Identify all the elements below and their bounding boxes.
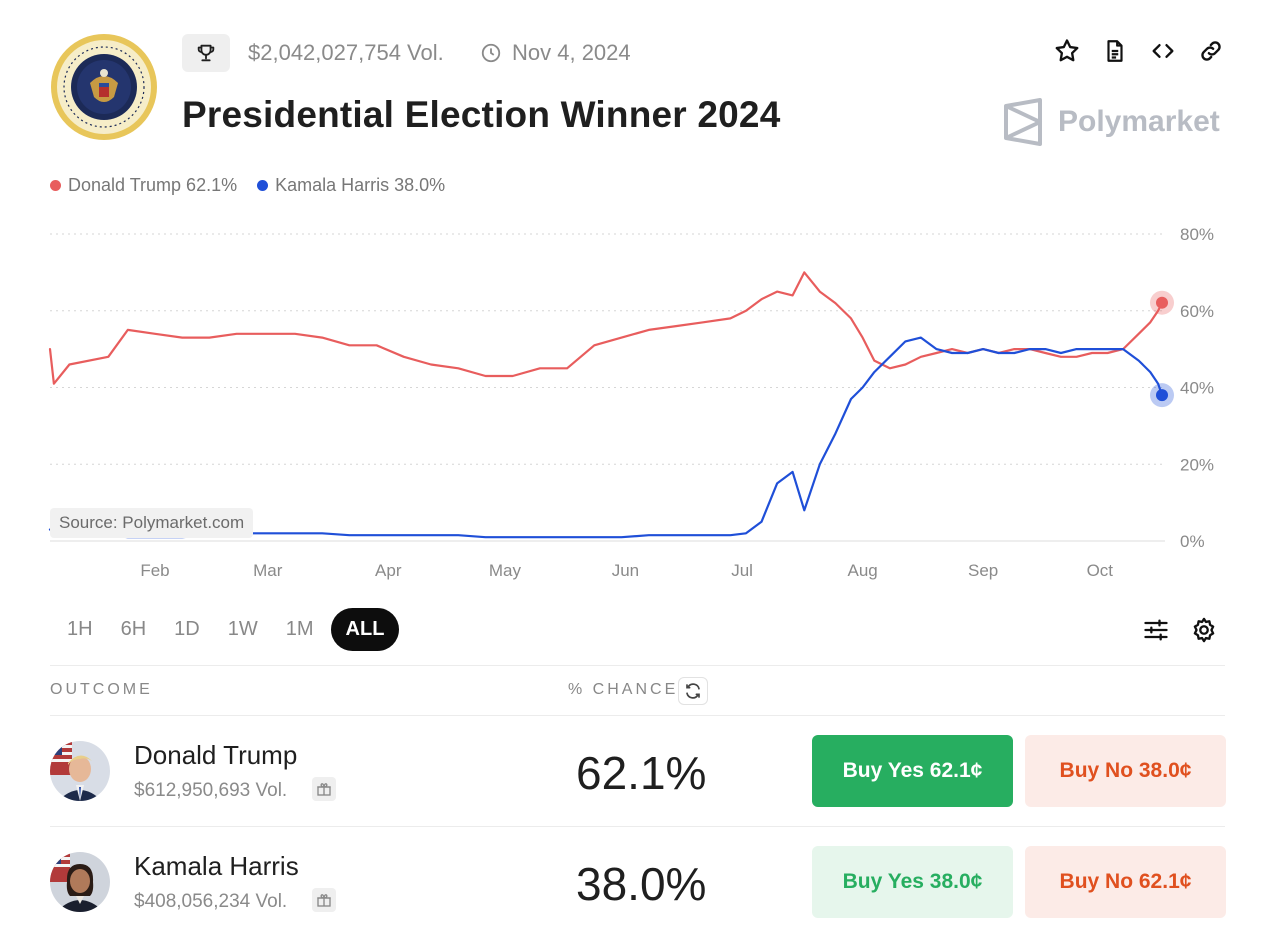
buy-yes-button[interactable]: Buy Yes 38.0¢ (812, 846, 1013, 918)
trophy-icon (197, 44, 215, 62)
outcome-row-trump[interactable]: Donald Trump $612,950,693 Vol. 62.1% Buy… (50, 716, 1226, 826)
avatar-trump (50, 741, 110, 801)
outcome-column-header: OUTCOME (50, 681, 153, 698)
y-tick-label: 60% (1180, 302, 1214, 321)
legend-harris-swatch (257, 180, 269, 191)
series-endpoint-dot (1156, 296, 1168, 309)
buy-no-button[interactable]: Buy No 38.0¢ (1025, 735, 1226, 807)
y-tick-label: 0% (1180, 532, 1205, 551)
chart-tools (1142, 616, 1218, 649)
range-1m-button[interactable]: 1M (285, 618, 314, 640)
gear-icon (1193, 617, 1215, 643)
x-tick-label: May (489, 561, 522, 580)
gift-icon (317, 894, 331, 907)
favorite-button[interactable] (1052, 36, 1082, 66)
gift-button[interactable] (312, 888, 336, 912)
y-tick-label: 80% (1180, 225, 1214, 244)
candidate-name: Donald Trump (134, 740, 298, 770)
divider-rows (50, 826, 1225, 827)
chart-filter-button[interactable] (1142, 616, 1170, 649)
clock-icon (481, 43, 501, 63)
polymarket-brand: Polymarket (1002, 98, 1220, 146)
price-history-chart[interactable]: 80% 60% 40% 20% 0% Feb Mar Apr May Jun Jul Aug Sep Oc… (0, 200, 1273, 600)
x-tick-label: Jul (731, 561, 753, 580)
chance-value: 38.0% (576, 858, 707, 910)
refresh-icon (686, 683, 700, 699)
range-all-button[interactable]: ALL (330, 608, 400, 651)
y-tick-label: 40% (1180, 379, 1214, 398)
chart-settings-button[interactable] (1190, 616, 1218, 649)
range-1h-button[interactable]: 1H (67, 618, 93, 640)
x-tick-label: Jun (612, 561, 639, 580)
avatar-harris (50, 852, 110, 912)
market-volume: $2,042,027,754 Vol. (248, 40, 444, 65)
candidate-name: Kamala Harris (134, 851, 299, 881)
divider-header (50, 715, 1225, 716)
legend-trump: Donald Trump 62.1% (50, 175, 237, 196)
series-endpoint-dot (1156, 389, 1168, 402)
sliders-icon (1144, 619, 1168, 641)
outcome-row-harris[interactable]: Kamala Harris $408,056,234 Vol. 38.0% Bu… (50, 827, 1226, 937)
presidential-seal-logo (50, 33, 158, 141)
series-line-kamala-harris (48, 336, 1164, 539)
x-tick-label: Mar (253, 561, 283, 580)
buy-no-button[interactable]: Buy No 62.1¢ (1025, 846, 1226, 918)
legend-trump-label: Donald Trump 62.1% (68, 175, 238, 195)
chance-value: 62.1% (576, 747, 707, 799)
header-actions (1052, 36, 1226, 66)
chart-source-label: Source: Polymarket.com (50, 508, 254, 538)
buy-yes-button[interactable]: Buy Yes 62.1¢ (812, 735, 1013, 807)
link-icon (1201, 41, 1221, 61)
chance-column-header: % CHANCE (568, 681, 679, 698)
x-tick-label: Aug (847, 561, 877, 580)
x-tick-label: Apr (375, 561, 402, 580)
divider-top (50, 665, 1225, 666)
refresh-chance-button[interactable] (678, 677, 708, 705)
time-range-selector: 1H 6H 1D 1W 1M ALL (56, 608, 400, 651)
x-tick-label: Sep (968, 561, 998, 580)
range-6h-button[interactable]: 6H (120, 618, 147, 640)
range-1w-button[interactable]: 1W (227, 618, 258, 640)
polymarket-logo-icon (1004, 98, 1042, 146)
embed-button[interactable] (1148, 36, 1178, 66)
page-title: Presidential Election Winner 2024 (182, 94, 781, 135)
legend-harris-label: Kamala Harris 38.0% (275, 175, 446, 195)
rules-button[interactable] (1100, 36, 1130, 66)
range-1d-button[interactable]: 1D (174, 618, 200, 640)
legend-trump-swatch (50, 180, 61, 191)
legend-harris: Kamala Harris 38.0% (257, 175, 445, 196)
x-tick-label: Feb (140, 561, 169, 580)
end-date-label: Nov 4, 2024 (512, 40, 631, 65)
document-icon (1107, 40, 1123, 62)
x-tick-label: Oct (1087, 561, 1114, 580)
star-icon (1055, 39, 1079, 62)
candidate-volume: $612,950,693 Vol. (134, 780, 288, 801)
market-end-date: Nov 4, 2024 (480, 40, 631, 66)
gift-icon (317, 783, 331, 796)
copy-link-button[interactable] (1196, 36, 1226, 66)
candidate-volume: $408,056,234 Vol. (134, 891, 288, 912)
chart-legend: Donald Trump 62.1% Kamala Harris 38.0% (50, 175, 445, 196)
gift-button[interactable] (312, 777, 336, 801)
series-line-donald-trump (48, 271, 1164, 385)
category-trophy-badge[interactable] (182, 34, 230, 72)
code-icon (1152, 44, 1174, 58)
y-tick-label: 20% (1180, 455, 1214, 474)
brand-name: Polymarket (1058, 105, 1220, 138)
